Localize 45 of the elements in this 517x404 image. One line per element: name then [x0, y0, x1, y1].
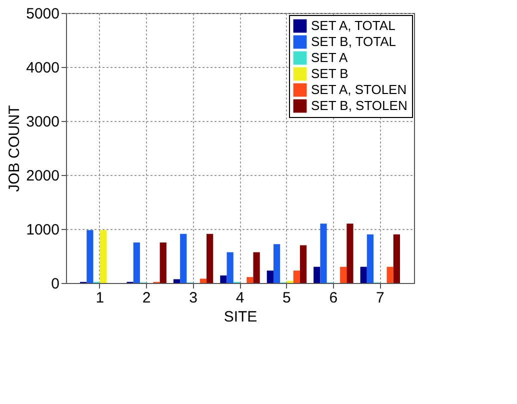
legend-label: SET B, TOTAL: [311, 34, 396, 49]
legend-label: SET B: [311, 66, 348, 81]
bar: [160, 242, 166, 283]
x-tick-label: 6: [329, 290, 338, 306]
bar: [246, 277, 254, 283]
bar: [386, 266, 394, 283]
bar: [366, 234, 374, 283]
bar: [86, 230, 94, 283]
bar: [220, 275, 227, 283]
x-tick-label: 3: [189, 290, 198, 306]
bar: [200, 278, 207, 283]
x-tick-label: 1: [96, 290, 104, 306]
x-tick-label: 7: [376, 290, 384, 306]
legend-label: SET A, STOLEN: [311, 82, 407, 97]
bar: [133, 242, 140, 283]
bar: [320, 224, 327, 283]
y-tick-label: 1000: [26, 222, 60, 238]
x-axis-title: SITE: [224, 308, 258, 326]
bar: [293, 270, 300, 283]
y-tick-label: 2000: [26, 168, 60, 184]
y-tick-label: 4000: [26, 60, 60, 76]
bar: [226, 252, 234, 283]
bar: [180, 234, 187, 283]
bar: [266, 270, 274, 283]
bar: [314, 266, 320, 283]
bar: [173, 279, 180, 283]
bar: [346, 224, 354, 283]
bar: [393, 234, 400, 283]
legend-label: SET A, TOTAL: [311, 18, 396, 33]
bar: [360, 266, 367, 283]
bar: [340, 266, 347, 283]
bar: [100, 230, 106, 283]
x-tick-label: 5: [282, 290, 291, 306]
x-tick-label: 2: [142, 290, 151, 306]
y-tick-label: 5000: [26, 6, 60, 22]
legend-label: SET A: [311, 50, 348, 65]
bar: [206, 234, 214, 283]
x-tick-label: 4: [236, 290, 244, 306]
y-tick-label: 0: [51, 276, 60, 292]
y-tick-label: 3000: [26, 114, 60, 130]
y-axis-title: JOB COUNT: [6, 105, 24, 192]
bar: [253, 252, 260, 283]
legend-label: SET B, STOLEN: [311, 98, 408, 113]
bar: [273, 244, 280, 283]
bar: [300, 245, 307, 283]
